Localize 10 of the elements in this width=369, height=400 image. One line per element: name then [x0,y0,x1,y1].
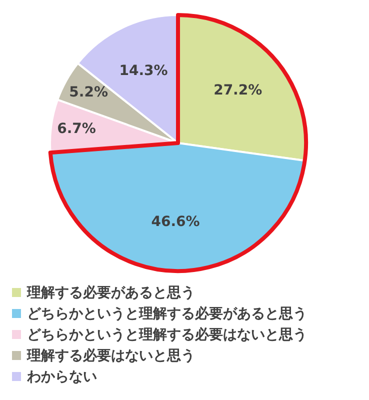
data-label: 6.7% [57,120,96,137]
legend-label: わからない [27,368,97,386]
legend-label: 理解する必要はないと思う [27,346,195,364]
legend-label: 理解する必要があると思う [27,284,195,302]
legend-label: どちらかというと理解する必要があると思う [27,304,307,322]
data-label: 5.2% [69,84,108,101]
data-label: 46.6% [151,214,200,230]
data-label: 27.2% [214,82,262,99]
data-label: 14.3% [119,63,168,80]
legend-label: どちらかというと理解する必要はないと思う [27,326,307,344]
